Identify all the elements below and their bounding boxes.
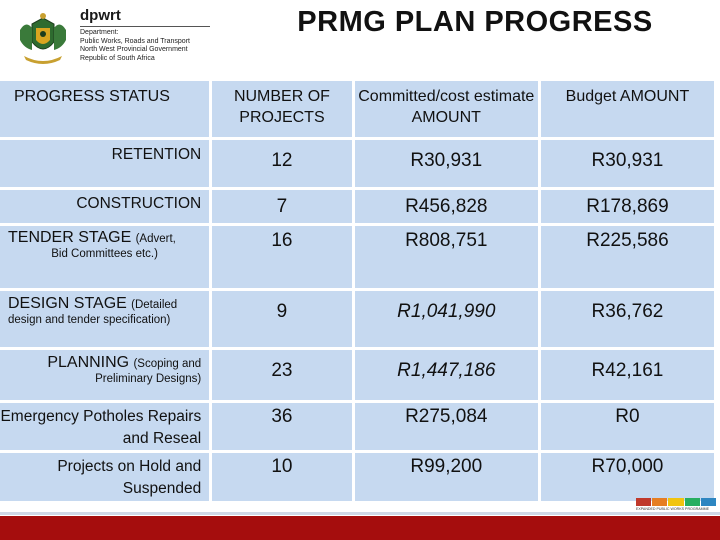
table-row: DESIGN STAGE (Detailed design and tender… [0,291,714,347]
epwp-logo-blocks [636,498,717,506]
project-count: 7 [212,190,352,223]
project-count: 16 [212,226,352,288]
coat-of-arms-icon [17,13,69,65]
column-header-committed: Committed/cost estimate AMOUNT [354,81,538,137]
budget-amount: R30,931 [540,140,714,187]
committed-amount: R808,751 [354,226,538,288]
table-row: RETENTION 12 R30,931 R30,931 [0,140,714,187]
budget-amount: R42,161 [540,350,714,400]
department-line: Public Works, Roads and Transport [80,37,190,45]
budget-amount: R70,000 [540,453,714,501]
budget-amount: R225,586 [540,226,714,288]
committed-amount: R99,200 [354,453,538,501]
divider [80,26,210,27]
project-count: 36 [212,403,352,450]
table-row: Emergency Potholes Repairs and Reseal 36… [0,403,714,450]
committed-amount: R1,447,186 [354,350,538,400]
department-block: dpwrt Department: Public Works, Roads an… [80,8,215,63]
project-count: 10 [212,453,352,501]
budget-amount: R178,869 [540,190,714,223]
column-header-budget: Budget AMOUNT [540,81,714,137]
progress-table: PROGRESS STATUS NUMBER OF PROJECTS Commi… [0,78,720,502]
committed-amount: R1,041,990 [354,291,538,347]
table-row: CONSTRUCTION 7 R456,828 R178,869 [0,190,714,223]
department-line: Republic of South Africa [80,54,155,62]
epwp-caption: EXPANDED PUBLIC WORKS PROGRAMME [636,507,710,511]
department-line: Department: [80,29,119,36]
table-row: PLANNING (Scoping and Preliminary Design… [0,350,714,400]
header: dpwrt Department: Public Works, Roads an… [0,0,720,78]
project-count: 12 [212,140,352,187]
page-title: PRMG PLAN PROGRESS [297,6,653,38]
status-label: CONSTRUCTION [0,190,210,223]
status-label: Emergency Potholes Repairs and Reseal [0,403,210,450]
epwp-logo: EXPANDED PUBLIC WORKS PROGRAMME [636,498,717,514]
committed-amount: R30,931 [354,140,538,187]
column-header-projects: NUMBER OF PROJECTS [212,81,352,137]
status-label: TENDER STAGE (Advert, Bid Committees etc… [0,226,210,288]
department-line: North West Provincial Government [80,46,188,53]
committed-amount: R456,828 [354,190,538,223]
status-label: DESIGN STAGE (Detailed design and tender… [0,291,210,347]
project-count: 9 [212,291,352,347]
status-label: Projects on Hold and Suspended [0,453,210,501]
footer-divider [0,512,720,515]
project-count: 23 [212,350,352,400]
table-header-row: PROGRESS STATUS NUMBER OF PROJECTS Commi… [0,81,714,137]
budget-amount: R0 [540,403,714,450]
status-label: PLANNING (Scoping and Preliminary Design… [0,350,210,400]
column-header-status: PROGRESS STATUS [0,81,210,137]
table-row: TENDER STAGE (Advert, Bid Committees etc… [0,226,714,288]
status-label: RETENTION [0,140,210,187]
budget-amount: R36,762 [540,291,714,347]
footer-bar [0,516,720,540]
committed-amount: R275,084 [354,403,538,450]
department-brand: dpwrt [80,7,121,24]
table-row: Projects on Hold and Suspended 10 R99,20… [0,453,714,501]
